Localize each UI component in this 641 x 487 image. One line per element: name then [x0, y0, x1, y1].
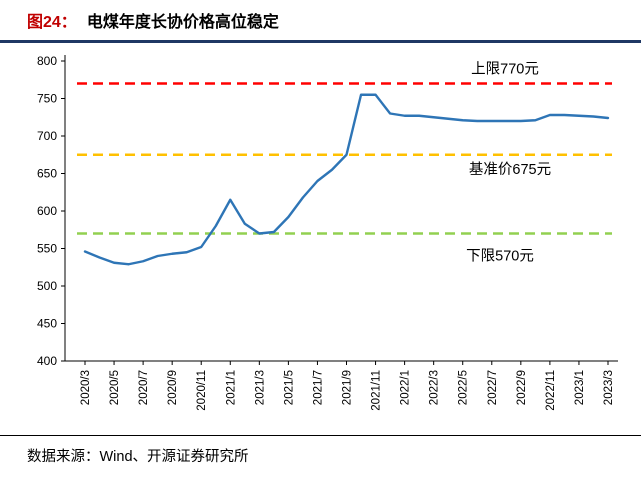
x-tick-label: 2022/3 — [429, 370, 441, 405]
y-tick-label: 450 — [37, 317, 57, 331]
y-tick-label: 600 — [37, 204, 57, 218]
price-series-line — [83, 93, 610, 266]
y-tick-label: 500 — [37, 279, 57, 293]
x-tick-label: 2021/9 — [342, 370, 354, 405]
figure-title: 电煤年度长协价格高位稳定 — [86, 14, 279, 31]
x-tick-label: 2021/7 — [312, 370, 324, 405]
x-tick-label: 2020/11 — [196, 370, 208, 411]
x-tick-label: 2021/5 — [283, 370, 295, 405]
figure-number: 图24： — [27, 14, 77, 31]
reference-line-label: 基准价675元 — [469, 161, 551, 178]
x-tick-label: 2020/5 — [109, 370, 121, 405]
y-tick-label: 700 — [37, 129, 57, 143]
x-tick-label: 2020/3 — [80, 370, 92, 405]
x-tick-label: 2020/9 — [167, 370, 179, 405]
x-tick-label: 2021/3 — [254, 370, 266, 405]
y-tick-label: 550 — [37, 242, 57, 256]
x-tick-label: 2022/1 — [400, 370, 412, 405]
x-tick-label: 2023/1 — [574, 370, 586, 405]
x-tick-label: 2022/5 — [458, 370, 470, 405]
y-tick-label: 750 — [37, 92, 57, 106]
x-tick-label: 2022/7 — [487, 370, 499, 405]
y-tick-label: 800 — [37, 54, 57, 68]
coal-price-line-chart: 400 450 500 550 600 650 700 750 800 2020/3 2020/5 2… — [37, 54, 618, 411]
figure-header: 图24： 电煤年度长协价格高位稳定 — [0, 0, 641, 43]
reference-line-label: 下限570元 — [466, 248, 534, 265]
reference-line-label: 上限770元 — [471, 61, 539, 78]
y-tick-label: 400 — [37, 354, 57, 368]
x-tick-label: 2022/9 — [516, 370, 528, 405]
x-tick-label: 2022/11 — [545, 370, 557, 411]
data-source: 数据来源：Wind、开源证券研究所 — [27, 449, 249, 465]
y-tick-label: 650 — [37, 167, 57, 181]
x-tick-label: 2021/1 — [225, 370, 237, 405]
figure-footer: 数据来源：Wind、开源证券研究所 — [0, 435, 641, 466]
x-tick-label: 2020/7 — [138, 370, 150, 405]
x-tick-label: 2023/3 — [603, 370, 615, 405]
x-tick-label: 2021/11 — [371, 370, 383, 411]
